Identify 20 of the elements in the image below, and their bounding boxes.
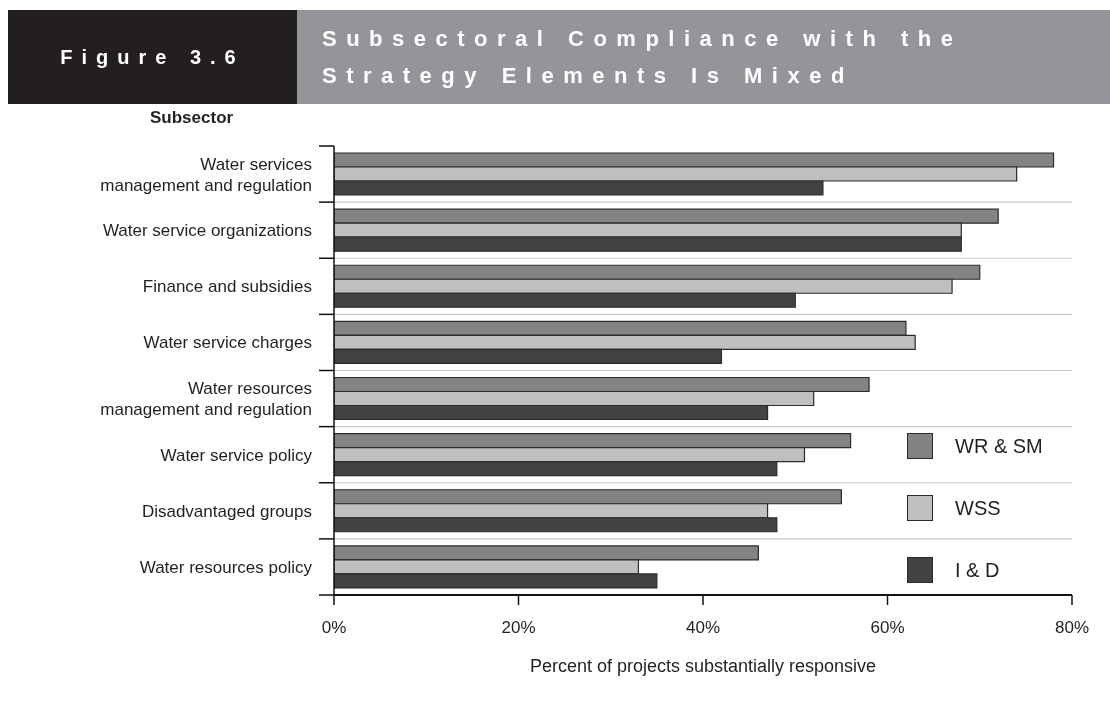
legend-label: I & D (955, 558, 1000, 582)
x-tick-label: 20% (501, 618, 536, 638)
y-tick-label: Water resources policy (139, 557, 313, 577)
legend-label: WR & SM (955, 434, 1043, 458)
x-tick-label: 40% (685, 618, 721, 638)
y-tick-label: Water service charges (143, 333, 312, 353)
y-tick-label: Water service organizations (102, 221, 312, 241)
y-axis-title: Subsector (150, 108, 234, 127)
y-tick-label: Water resources management and regulation (100, 379, 312, 420)
x-axis-title: Percent of projects substantially responsive (529, 656, 877, 676)
y-tick-label: Water service policy (160, 445, 313, 465)
x-tick-label: 60% (870, 618, 905, 638)
y-tick-label: Finance and subsidies (142, 277, 312, 297)
y-tick-label: Disadvantaged groups (141, 501, 312, 521)
y-tick-label: Water services management and regulation (100, 154, 312, 195)
chart-title: Subsectoral Compliance with the Strategy Elements Is Mixed (322, 26, 963, 88)
legend-label: WSS (955, 496, 1001, 520)
x-tick-label: 80% (1054, 618, 1090, 638)
caption: Figure 3.6 (60, 45, 245, 69)
x-tick-label: 0% (321, 618, 347, 638)
